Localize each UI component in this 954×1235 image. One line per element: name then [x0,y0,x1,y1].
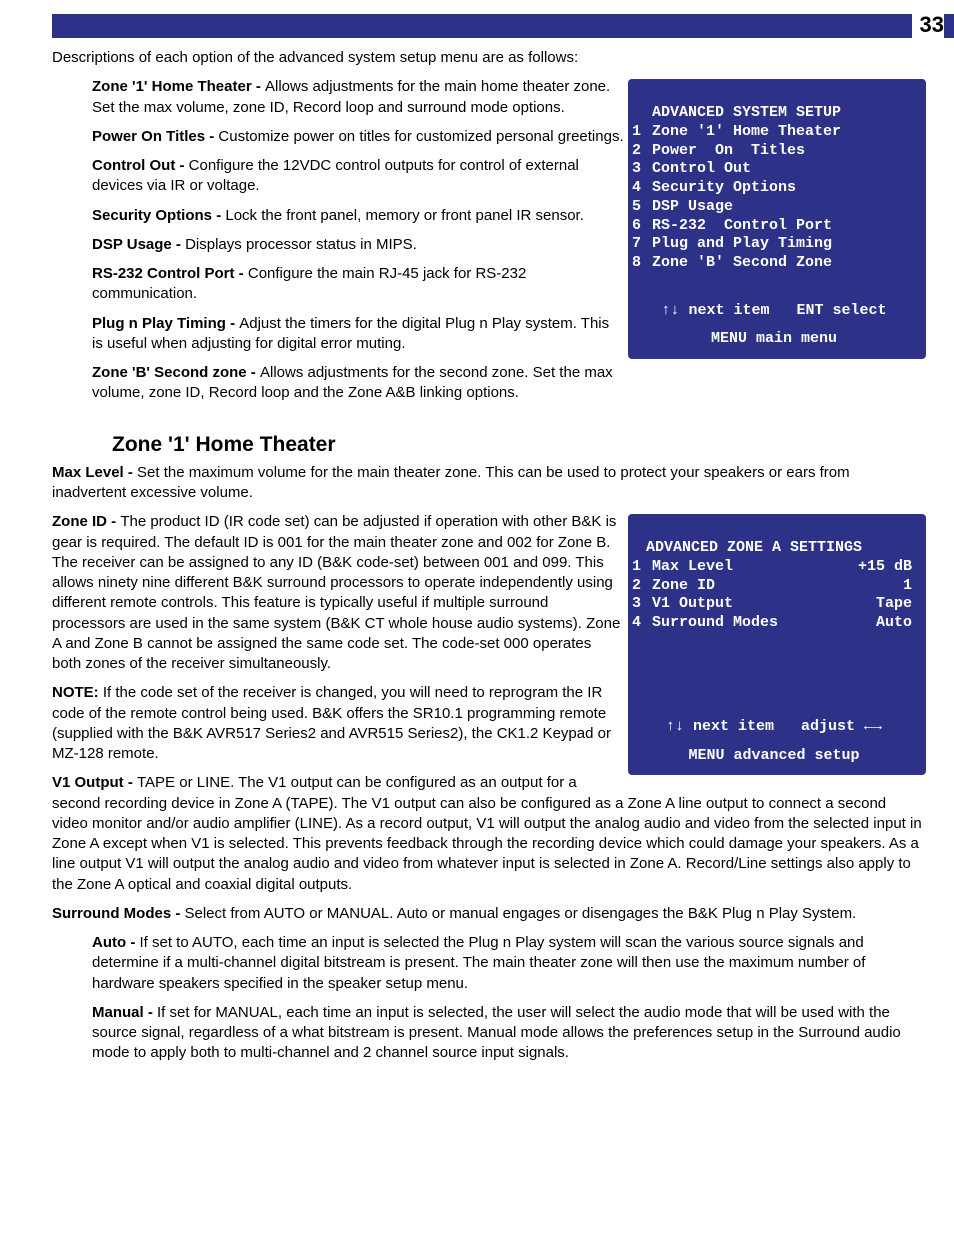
top-header-bar: 33 [52,14,954,38]
section-heading-zone-1: Zone '1' Home Theater [112,431,926,459]
def-zone-b: Zone 'B' Second zone - Allows adjustment… [52,363,926,404]
page-number: 33 [912,10,944,40]
def-manual-mode: Manual - If set for MANUAL, each time an… [52,1003,926,1064]
osd-screen-advanced-system-setup: ADVANCED SYSTEM SETUP1Zone '1' Home Thea… [628,79,926,359]
def-max-level: Max Level - Set the maximum volume for t… [52,463,926,504]
def-v1-output: V1 Output - TAPE or LINE. The V1 output … [52,773,926,895]
def-surround-modes: Surround Modes - Select from AUTO or MAN… [52,904,926,924]
def-auto-mode: Auto - If set to AUTO, each time an inpu… [52,933,926,994]
osd-screen-advanced-zone-a: ADVANCED ZONE A SETTINGS1Max Level+15 dB… [628,514,926,775]
intro-text: Descriptions of each option of the advan… [52,48,926,68]
